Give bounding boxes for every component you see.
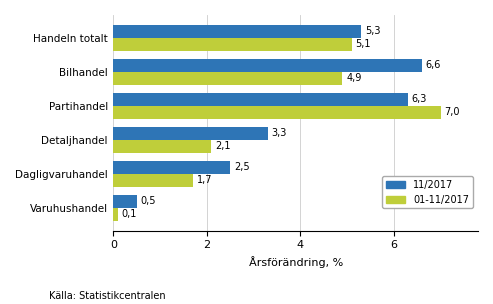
Bar [113, 72, 343, 85]
Text: 6,3: 6,3 [412, 94, 427, 104]
Bar [113, 59, 422, 72]
Text: 6,6: 6,6 [425, 60, 441, 70]
Bar [113, 38, 352, 51]
Bar [113, 208, 118, 221]
Bar [113, 93, 408, 106]
Text: 2,1: 2,1 [215, 141, 231, 151]
Text: 1,7: 1,7 [197, 175, 212, 185]
Bar [113, 25, 361, 38]
X-axis label: Årsförändring, %: Årsförändring, % [248, 256, 343, 268]
Text: 3,3: 3,3 [271, 128, 287, 138]
Bar [113, 161, 230, 174]
Bar [113, 174, 193, 187]
Text: 4,9: 4,9 [346, 73, 361, 83]
Text: 5,3: 5,3 [365, 26, 381, 36]
Legend: 11/2017, 01-11/2017: 11/2017, 01-11/2017 [382, 176, 473, 209]
Bar [113, 140, 211, 153]
Text: Källa: Statistikcentralen: Källa: Statistikcentralen [49, 291, 166, 301]
Text: 0,5: 0,5 [141, 196, 156, 206]
Bar [113, 195, 137, 208]
Text: 7,0: 7,0 [444, 107, 460, 117]
Bar [113, 127, 268, 140]
Bar [113, 106, 441, 119]
Text: 5,1: 5,1 [355, 39, 371, 49]
Text: 2,5: 2,5 [234, 162, 249, 172]
Text: 0,1: 0,1 [122, 209, 137, 219]
